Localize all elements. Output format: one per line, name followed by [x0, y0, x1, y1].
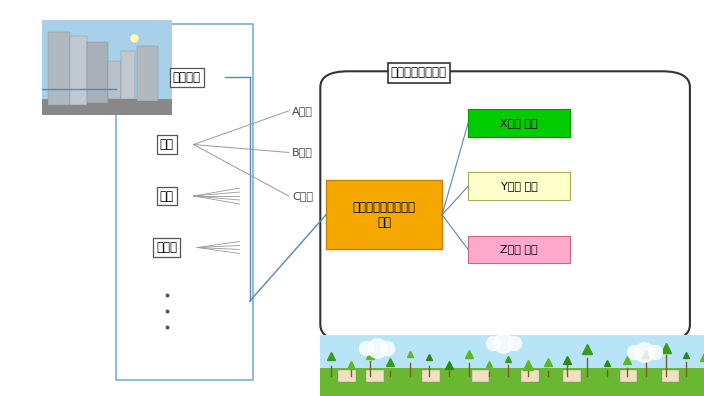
- Text: Z病院 内科: Z病院 内科: [501, 244, 538, 255]
- Text: 外科: 外科: [160, 190, 174, 202]
- FancyBboxPatch shape: [70, 36, 87, 105]
- Text: 救急科: 救急科: [156, 241, 177, 254]
- Text: A病院: A病院: [292, 106, 313, 116]
- Text: X病院 内科: X病院 内科: [501, 118, 538, 128]
- Text: 大学病院: 大学病院: [172, 71, 201, 84]
- FancyBboxPatch shape: [320, 368, 704, 396]
- Text: C病院: C病院: [292, 191, 313, 201]
- FancyBboxPatch shape: [137, 46, 158, 101]
- FancyBboxPatch shape: [563, 370, 581, 382]
- Text: B病院: B病院: [292, 147, 313, 158]
- FancyBboxPatch shape: [366, 370, 384, 382]
- Text: 八王子周辺エリア: 八王子周辺エリア: [391, 66, 447, 79]
- FancyBboxPatch shape: [48, 32, 70, 105]
- FancyBboxPatch shape: [662, 370, 679, 382]
- FancyBboxPatch shape: [320, 335, 704, 396]
- Text: Y病院 内科: Y病院 内科: [501, 181, 538, 191]
- FancyBboxPatch shape: [468, 236, 570, 263]
- FancyBboxPatch shape: [320, 71, 690, 341]
- FancyBboxPatch shape: [620, 370, 637, 382]
- Text: 内科: 内科: [160, 138, 174, 151]
- Text: 八王子医療センター
内科: 八王子医療センター 内科: [353, 201, 415, 229]
- FancyBboxPatch shape: [472, 370, 489, 382]
- FancyBboxPatch shape: [422, 370, 440, 382]
- FancyBboxPatch shape: [121, 51, 135, 99]
- FancyBboxPatch shape: [326, 180, 442, 249]
- FancyBboxPatch shape: [87, 42, 108, 103]
- FancyBboxPatch shape: [338, 370, 356, 382]
- FancyBboxPatch shape: [42, 99, 172, 115]
- FancyBboxPatch shape: [521, 370, 539, 382]
- FancyBboxPatch shape: [42, 20, 172, 115]
- FancyBboxPatch shape: [468, 172, 570, 200]
- FancyBboxPatch shape: [108, 61, 121, 99]
- FancyBboxPatch shape: [116, 24, 253, 380]
- FancyBboxPatch shape: [468, 109, 570, 137]
